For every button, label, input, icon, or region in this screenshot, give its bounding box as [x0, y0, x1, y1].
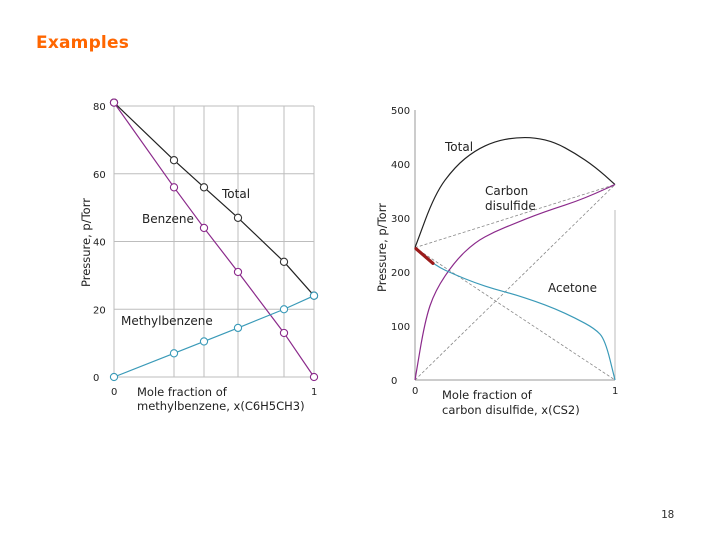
data-point	[279, 305, 289, 314]
data-point	[109, 372, 119, 382]
series-group	[109, 98, 319, 382]
chart-frame	[414, 110, 616, 381]
series-line-2	[414, 247, 616, 381]
y-tick-label: 0	[391, 376, 397, 387]
x-tick-label: 0	[412, 386, 418, 397]
tick-labels: 0 20 40 60 80 0 1	[93, 102, 317, 398]
series-label-total: Total	[221, 187, 250, 201]
series-label-disulfide: disulfide	[485, 199, 536, 213]
data-point	[169, 156, 179, 165]
y-axis-label: Pressure, p/Torr	[79, 198, 93, 287]
series-label-carbon: Carbon	[485, 184, 528, 198]
series-label-acetone: Acetone	[548, 281, 597, 295]
data-point	[233, 323, 243, 333]
series-label-total: Total	[444, 140, 473, 154]
ideal-line-acetone	[414, 247, 616, 381]
x-tick-label: 1	[612, 386, 618, 397]
y-tick-label: 0	[93, 373, 99, 384]
ideal-line-cs2	[414, 184, 616, 381]
y-tick-label: 500	[391, 106, 410, 117]
data-point	[309, 291, 319, 300]
series-line-1	[113, 102, 315, 378]
x-axis-label-line1: Mole fraction of	[137, 385, 228, 399]
data-point	[233, 267, 243, 277]
y-axis-label: Pressure, p/Torr	[375, 203, 389, 292]
series-line-0	[414, 136, 616, 248]
data-point	[309, 372, 319, 382]
series-line-1	[414, 183, 616, 381]
highlight-segment	[414, 247, 435, 265]
y-tick-label: 100	[391, 322, 410, 333]
series-group	[414, 136, 616, 381]
tick-labels: 0 100 200 300 400 500 0 1	[391, 106, 618, 397]
y-axis-label-text: Pressure, p/Torr	[79, 198, 93, 287]
x-axis-label-line2: carbon disulfide, x(CS2)	[442, 403, 580, 417]
series-label-benzene: Benzene	[142, 212, 194, 226]
series-label-methylbenzene: Methylbenzene	[121, 314, 213, 328]
x-axis-label-line1: Mole fraction of	[442, 388, 533, 402]
x-tick-label: 0	[111, 387, 117, 398]
x-axis-label-line2: methylbenzene, x(C6H5CH3)	[137, 399, 305, 413]
data-point	[279, 328, 289, 338]
slide-title: Examples	[36, 33, 130, 53]
page-number: 18	[661, 508, 675, 521]
y-tick-label: 80	[93, 102, 106, 113]
data-point	[199, 337, 209, 346]
y-tick-label: 300	[391, 214, 410, 225]
y-tick-label: 40	[93, 238, 106, 249]
data-point	[279, 257, 289, 266]
y-tick-label: 60	[93, 170, 106, 181]
data-point	[169, 183, 179, 192]
data-point	[169, 349, 179, 358]
ideal-raoult-lines	[414, 184, 616, 381]
y-axis-label-text: Pressure, p/Torr	[375, 203, 389, 292]
data-point	[199, 183, 209, 192]
data-point	[233, 213, 243, 222]
series-line-2	[113, 295, 315, 378]
y-tick-label: 20	[93, 305, 106, 316]
data-point	[109, 98, 119, 107]
series-line-0	[113, 102, 315, 297]
x-tick-label: 1	[311, 387, 317, 398]
y-tick-label: 200	[391, 268, 410, 279]
y-tick-label: 400	[391, 160, 410, 171]
data-point	[199, 223, 209, 233]
